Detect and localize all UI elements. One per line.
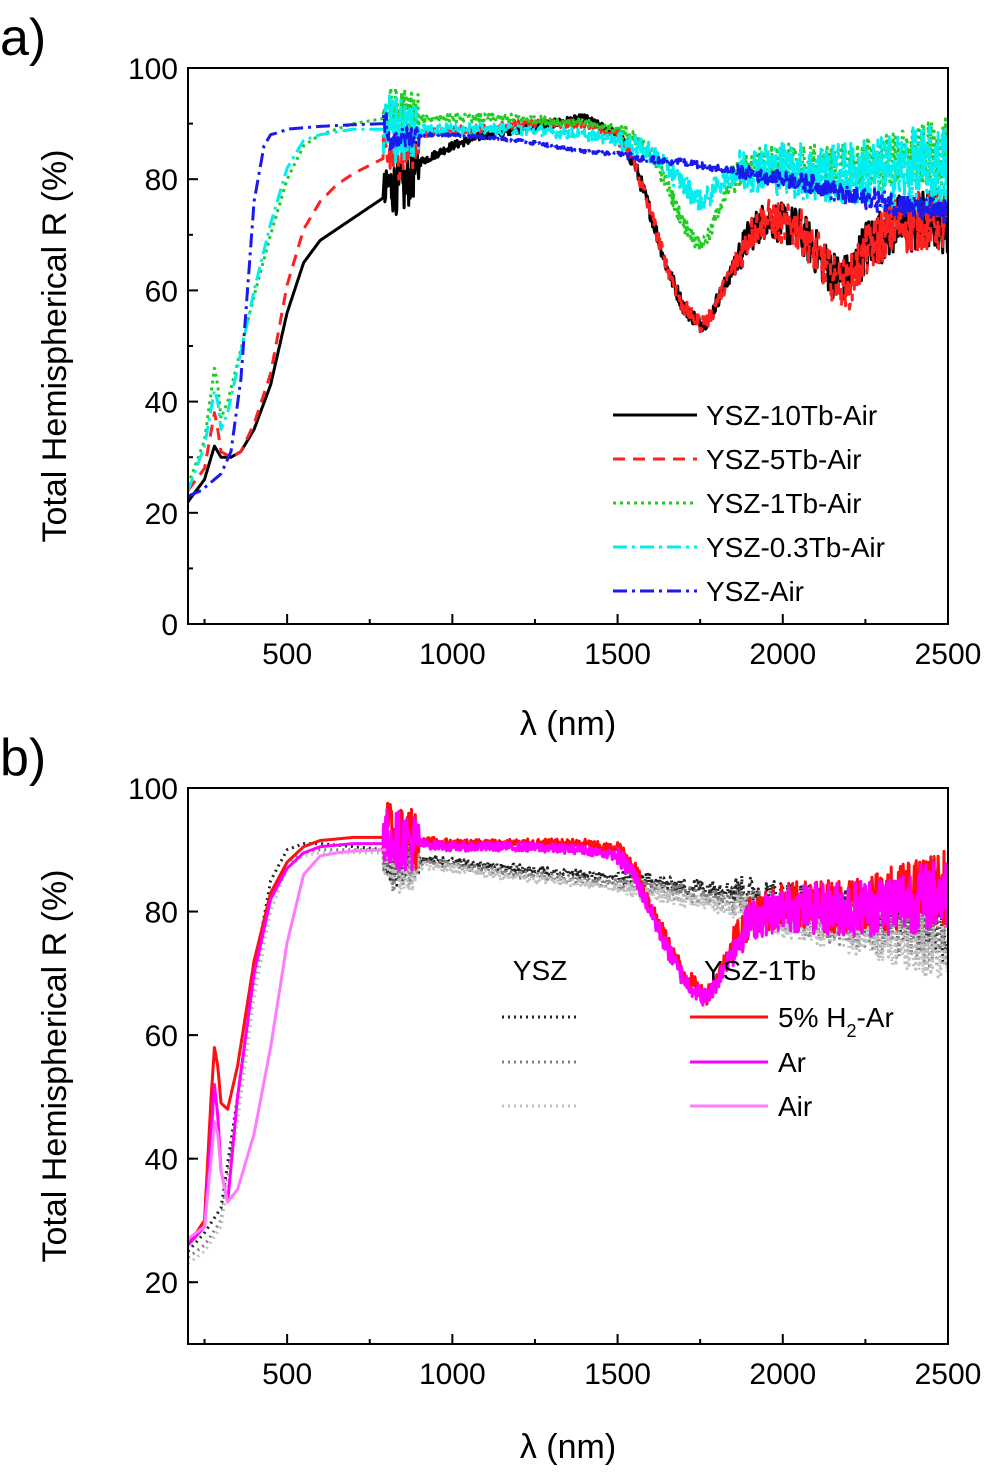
series-line-3 xyxy=(188,93,948,492)
legend-label: YSZ-1Tb-Air xyxy=(706,488,862,519)
x-tick-label: 2000 xyxy=(749,1358,816,1391)
series-line-2 xyxy=(188,830,948,1265)
legend-header: YSZ xyxy=(513,955,567,986)
legend-header: YSZ-1Tb xyxy=(704,955,816,986)
y-tick-label: 80 xyxy=(145,164,178,197)
x-tick-label: 1500 xyxy=(584,1358,651,1391)
x-axis-title: λ (nm) xyxy=(520,705,616,743)
y-tick-label: 20 xyxy=(145,1267,178,1300)
y-tick-label: 100 xyxy=(128,53,178,86)
legend-label: YSZ-Air xyxy=(706,576,804,607)
panel-label: a) xyxy=(0,9,46,67)
legend-label-text: 5% H xyxy=(778,1002,846,1033)
legend-label: YSZ-5Tb-Air xyxy=(706,444,862,475)
panel-label: b) xyxy=(0,729,46,787)
legend-label-text: Ar xyxy=(778,1047,806,1078)
panel-b: b) 500 1000 1500 2000 2500 20 40 60 80 100 λ (nm) To… xyxy=(0,729,981,1466)
legend-label-subscript: 2 xyxy=(846,1021,856,1041)
plot-frame xyxy=(187,787,949,1345)
x-tick-label: 1000 xyxy=(419,1358,486,1391)
y-tick-label: 60 xyxy=(145,275,178,308)
legend: YSZ YSZ-1Tb 5% H2-Ar Ar Air xyxy=(502,955,894,1122)
series-group xyxy=(188,86,948,503)
series-group xyxy=(188,801,948,1265)
legend-label: Air xyxy=(778,1091,812,1122)
legend-label-text: Air xyxy=(778,1091,812,1122)
x-tick-label: 2000 xyxy=(749,638,816,671)
y-tick-label: 100 xyxy=(128,773,178,806)
x-axis-title: λ (nm) xyxy=(520,1428,616,1466)
x-tick-label: 1000 xyxy=(419,638,486,671)
y-tick-label: 80 xyxy=(145,897,178,930)
y-axis-title: Total Hemispherical R (%) xyxy=(36,150,74,543)
y-axis-title: Total Hemispherical R (%) xyxy=(36,870,74,1263)
legend-label: YSZ-0.3Tb-Air xyxy=(706,532,885,563)
x-tick-label: 1500 xyxy=(584,638,651,671)
y-tick-label: 40 xyxy=(145,387,178,420)
x-tick-label: 500 xyxy=(262,1358,312,1391)
series-line-5 xyxy=(188,848,388,1241)
x-tick-label: 500 xyxy=(262,638,312,671)
y-tick-label: 20 xyxy=(145,498,178,531)
panel-a: a) 500 1000 1500 2000 2500 0 20 40 60 80 100 λ (nm) T… xyxy=(0,9,981,743)
x-tick-label: 2500 xyxy=(915,1358,982,1391)
legend-label: 5% H2-Ar xyxy=(778,1002,894,1041)
legend-label: YSZ-10Tb-Air xyxy=(706,400,877,431)
y-tick-label: 60 xyxy=(145,1020,178,1053)
x-tick-label: 2500 xyxy=(915,638,982,671)
series-line-1 xyxy=(188,114,948,492)
y-tick-label: 0 xyxy=(161,609,178,642)
series-line-4 xyxy=(188,808,948,1247)
legend: YSZ-10Tb-Air YSZ-5Tb-Air YSZ-1Tb-Air YSZ-0.… xyxy=(613,400,885,607)
series-line-4 xyxy=(188,112,948,498)
legend-label-suffix: -Ar xyxy=(856,1002,893,1033)
y-tick-label: 40 xyxy=(145,1144,178,1177)
legend-label: Ar xyxy=(778,1047,806,1078)
